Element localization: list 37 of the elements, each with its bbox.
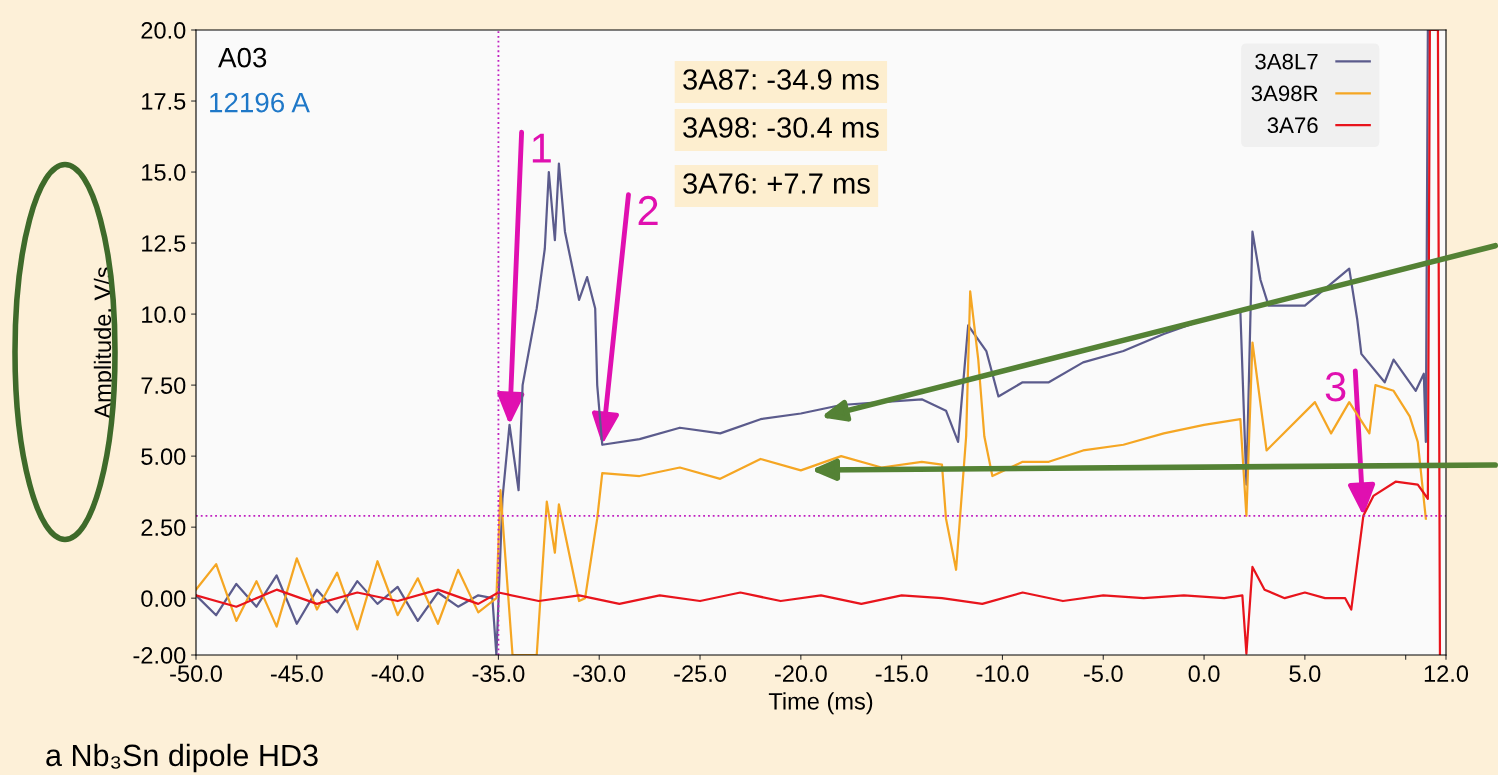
x-tick-label: -50.0 xyxy=(170,665,222,683)
y-tick-label: 15.0 xyxy=(142,164,186,181)
x-tick-label: -15.0 xyxy=(875,665,928,683)
x-axis-title: Time (ms) xyxy=(768,692,873,715)
x-tick-label: 0.0 xyxy=(1188,665,1220,683)
y-tick-label: 5.00 xyxy=(141,448,186,465)
y-tick-label: -2.00 xyxy=(133,647,186,664)
x-tick-label: -10.0 xyxy=(976,665,1029,683)
legend-label: 3A8L7 xyxy=(1255,53,1318,70)
x-tick-label: -25.0 xyxy=(674,665,727,683)
annotation: 12196 A xyxy=(210,92,310,113)
text: a Nb₃Sn dipole HD3 xyxy=(46,743,318,773)
x-tick-label: 5.0 xyxy=(1289,665,1321,683)
y-tick-label: 2.50 xyxy=(141,519,186,536)
y-tick-label: 10.0 xyxy=(142,306,186,323)
x-tick-label: -45.0 xyxy=(270,665,323,683)
y-tick-label: 17.5 xyxy=(142,93,186,110)
x-tick-label: -40.0 xyxy=(371,665,424,683)
x-tick-label: -35.0 xyxy=(472,665,525,683)
x-tick-label: 12.0 xyxy=(1424,665,1469,683)
annotation: 2 xyxy=(638,195,658,225)
y-tick-label: 12.5 xyxy=(142,235,186,252)
annotation: 3A87: -34.9 ms xyxy=(683,69,879,90)
y-tick-label: 7.50 xyxy=(141,377,186,394)
x-tick-label: -5.0 xyxy=(1083,665,1123,683)
line-series xyxy=(196,290,1427,655)
annotation: A03 xyxy=(218,47,267,68)
annotation: 3A98: -30.4 ms xyxy=(683,117,879,138)
x-tick-label: -30.0 xyxy=(573,665,626,683)
legend-label: 3A76 xyxy=(1267,117,1318,134)
annotation: 1 xyxy=(532,133,551,163)
y-tick-label: 0.00 xyxy=(141,590,186,607)
annotation: 3A76: +7.7 ms xyxy=(683,173,870,194)
y-tick-label: 20.0 xyxy=(141,22,186,39)
x-tick-label: -20.0 xyxy=(774,665,827,683)
legend-label: 3A98R xyxy=(1251,85,1318,102)
annotation: 3 xyxy=(1325,372,1346,402)
